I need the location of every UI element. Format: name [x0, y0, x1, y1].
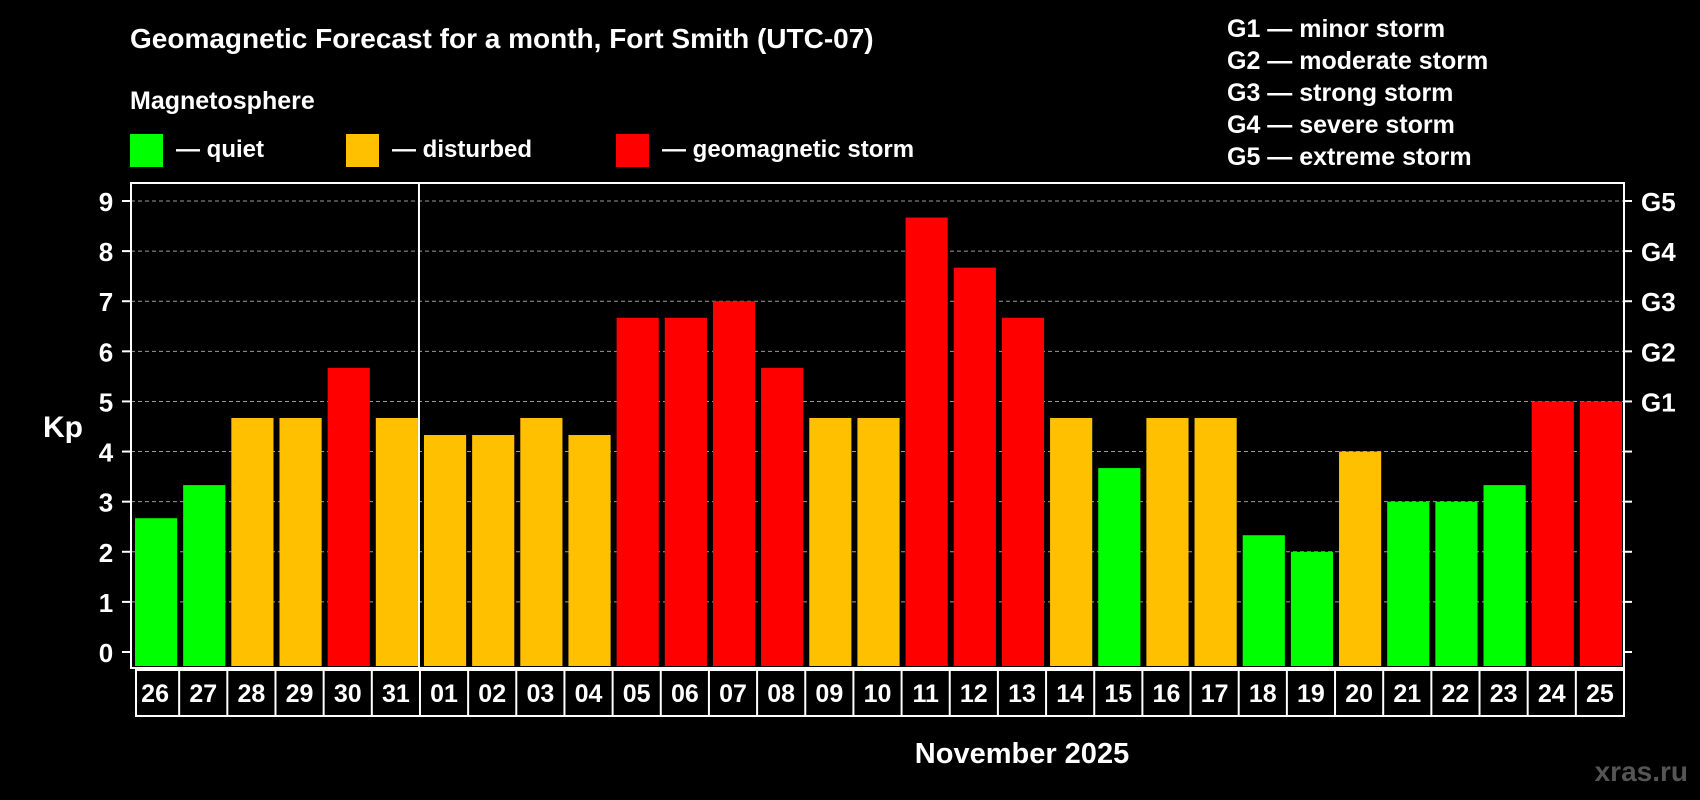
chart-title: Geomagnetic Forecast for a month, Fort S…	[130, 23, 874, 54]
x-tick-label-14: 14	[1056, 680, 1084, 708]
x-tick-label-29: 29	[286, 680, 314, 708]
right-tick-g4: G4	[1641, 237, 1676, 267]
y-tick-label: 8	[99, 237, 113, 267]
legend-heading: Magnetosphere	[130, 87, 315, 115]
bar-02	[472, 435, 515, 666]
bar-30	[327, 367, 370, 666]
bars	[135, 217, 1622, 666]
bar-05	[616, 317, 659, 666]
y-tick-label: 5	[99, 387, 113, 417]
y-tick-label: 6	[99, 337, 113, 367]
bar-13	[1001, 317, 1045, 666]
bar-29	[279, 417, 322, 666]
y-tick-label: 1	[99, 588, 113, 618]
x-axis-label: November 2025	[915, 738, 1129, 770]
x-tick-label-16: 16	[1153, 680, 1181, 708]
x-tick-label-04: 04	[575, 680, 603, 708]
bar-15	[1098, 468, 1141, 666]
x-tick-labels: 26 27 28 29 30 31 01 02 03 04 05 06 07 08 09 10 11 12 13 14…	[135, 669, 1625, 717]
g-scale-g2: G2 — moderate storm	[1227, 47, 1488, 75]
x-tick-label-21: 21	[1393, 680, 1421, 708]
g-scale-g1: G1 — minor storm	[1227, 15, 1445, 43]
bar-16	[1146, 417, 1189, 666]
x-tick-label-25: 25	[1586, 680, 1614, 708]
bar-08	[761, 367, 804, 666]
x-tick-label-23: 23	[1490, 680, 1518, 708]
bar-27	[183, 485, 226, 666]
bar-09	[809, 417, 852, 666]
x-tick-label-01: 01	[430, 680, 458, 708]
y-tick-label: 4	[99, 438, 114, 468]
x-tick-label-17: 17	[1201, 680, 1229, 708]
x-tick-label-05: 05	[623, 680, 651, 708]
x-tick-label-20: 20	[1345, 680, 1373, 708]
bar-14	[1050, 417, 1093, 666]
x-tick-label-13: 13	[1008, 680, 1036, 708]
y-tick-label: 7	[99, 287, 113, 317]
x-tick-label-09: 09	[815, 680, 843, 708]
day-label-box	[135, 669, 1625, 717]
x-tick-label-31: 31	[382, 680, 410, 708]
bar-03	[520, 417, 563, 666]
bar-23	[1483, 485, 1526, 666]
bar-31	[375, 417, 418, 666]
axes: 0 1 2 3 4 5 6 7 8 9 G1 G2 G3 G4 G5	[99, 183, 1676, 668]
bar-18	[1242, 535, 1285, 666]
bar-17	[1194, 417, 1237, 666]
g-scale-g3: G3 — strong storm	[1227, 79, 1453, 107]
bar-04	[568, 435, 611, 666]
bar-01	[423, 435, 467, 666]
legend-swatch-disturbed	[346, 134, 379, 167]
x-tick-label-07: 07	[719, 680, 747, 708]
bar-28	[231, 417, 274, 666]
y-tick-label: 2	[99, 538, 113, 568]
x-tick-label-08: 08	[767, 680, 795, 708]
y-tick-label: 9	[99, 187, 113, 217]
bar-10	[857, 417, 900, 666]
x-tick-label-28: 28	[237, 680, 265, 708]
x-tick-label-03: 03	[526, 680, 554, 708]
x-tick-label-18: 18	[1249, 680, 1277, 708]
x-tick-label-26: 26	[141, 680, 169, 708]
right-tick-g5: G5	[1641, 187, 1676, 217]
x-tick-label-10: 10	[864, 680, 892, 708]
bar-22	[1435, 501, 1478, 666]
right-tick-g1: G1	[1641, 387, 1676, 417]
bar-21	[1387, 501, 1430, 666]
x-tick-label-30: 30	[334, 680, 362, 708]
x-tick-label-11: 11	[912, 680, 939, 708]
x-tick-label-22: 22	[1442, 680, 1470, 708]
right-tick-g3: G3	[1641, 287, 1676, 317]
bar-06	[664, 317, 707, 666]
y-tick-label: 0	[99, 638, 113, 668]
x-tick-label-02: 02	[478, 680, 506, 708]
bar-19	[1290, 551, 1334, 666]
bar-11	[905, 217, 948, 666]
bar-07	[712, 301, 756, 666]
x-tick-label-06: 06	[671, 680, 699, 708]
x-tick-label-12: 12	[960, 680, 988, 708]
x-tick-label-15: 15	[1104, 680, 1132, 708]
bar-24	[1531, 401, 1574, 666]
plot-frame	[130, 182, 1625, 669]
bar-12	[953, 267, 996, 666]
legend-label-quiet: — quiet	[176, 136, 264, 163]
y-axis-label: Kp	[43, 411, 83, 444]
legend-swatch-quiet	[130, 134, 163, 167]
bar-25	[1579, 401, 1622, 666]
bar-26	[135, 518, 178, 666]
x-tick-label-24: 24	[1538, 680, 1566, 708]
right-tick-g2: G2	[1641, 337, 1676, 367]
legend-label-disturbed: — disturbed	[392, 136, 532, 163]
bar-20	[1339, 451, 1382, 666]
y-tick-label: 3	[99, 488, 113, 518]
legend-swatch-storm	[616, 134, 649, 167]
g-scale-g5: G5 — extreme storm	[1227, 143, 1472, 171]
x-tick-label-27: 27	[189, 680, 217, 708]
x-tick-label-19: 19	[1297, 680, 1325, 708]
g-scale-g4: G4 — severe storm	[1227, 111, 1455, 139]
watermark: xras.ru	[1595, 756, 1688, 787]
legend-label-storm: — geomagnetic storm	[662, 136, 914, 163]
